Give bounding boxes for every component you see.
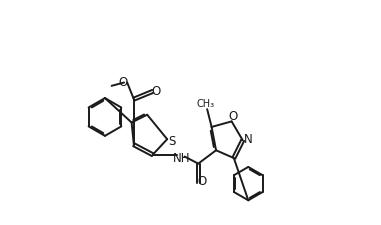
- Text: CH₃: CH₃: [197, 99, 215, 109]
- Text: NH: NH: [173, 152, 190, 165]
- Text: N: N: [244, 133, 253, 146]
- Text: O: O: [229, 110, 238, 123]
- Text: O: O: [152, 85, 161, 98]
- Text: O: O: [198, 175, 207, 188]
- Text: S: S: [168, 135, 176, 148]
- Text: O: O: [119, 76, 128, 89]
